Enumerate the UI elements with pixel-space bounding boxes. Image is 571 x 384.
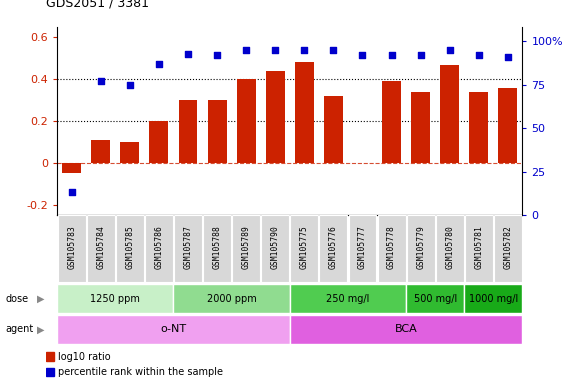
Text: 250 mg/l: 250 mg/l [326, 293, 369, 304]
Bar [58, 215, 86, 282]
Bar [237, 79, 256, 163]
Bar [203, 215, 231, 282]
Point [271, 47, 280, 53]
Bar [232, 215, 260, 282]
Text: GSM105783: GSM105783 [67, 225, 76, 269]
Bar [382, 81, 401, 163]
Point [154, 61, 163, 67]
Bar [324, 96, 343, 163]
Point [242, 47, 251, 53]
Text: BCA: BCA [395, 324, 417, 334]
Point [416, 52, 425, 58]
Bar [174, 284, 289, 313]
Bar [46, 352, 54, 361]
Text: GSM105784: GSM105784 [96, 225, 105, 269]
Bar [62, 163, 81, 173]
Bar [436, 215, 464, 282]
Bar [411, 92, 430, 163]
Bar [289, 284, 406, 313]
Text: agent: agent [6, 324, 34, 334]
Text: GSM105778: GSM105778 [387, 225, 396, 269]
Text: 1250 ppm: 1250 ppm [90, 293, 140, 304]
Bar [46, 367, 54, 376]
Bar [465, 215, 493, 282]
Bar [120, 142, 139, 163]
Text: 500 mg/l: 500 mg/l [413, 293, 457, 304]
Point [67, 189, 76, 195]
Point [475, 52, 484, 58]
Bar [295, 63, 314, 163]
Text: GSM105785: GSM105785 [125, 225, 134, 269]
Bar [87, 215, 115, 282]
Text: GSM105781: GSM105781 [475, 225, 483, 269]
Text: GDS2051 / 3381: GDS2051 / 3381 [46, 0, 148, 10]
Bar [91, 140, 110, 163]
Bar [145, 215, 173, 282]
Point [329, 47, 338, 53]
Text: GSM105787: GSM105787 [183, 225, 192, 269]
Point [183, 50, 192, 56]
Bar [289, 315, 522, 344]
Bar [262, 215, 289, 282]
Bar [174, 215, 202, 282]
Text: GSM105776: GSM105776 [329, 225, 338, 269]
Bar [266, 71, 285, 163]
Bar [406, 284, 464, 313]
Text: 1000 mg/l: 1000 mg/l [469, 293, 518, 304]
Text: GSM105782: GSM105782 [504, 225, 512, 269]
Point [358, 52, 367, 58]
Bar [116, 215, 144, 282]
Text: GSM105777: GSM105777 [358, 225, 367, 269]
Bar [150, 121, 168, 163]
Bar [464, 284, 522, 313]
Text: GSM105779: GSM105779 [416, 225, 425, 269]
Text: GSM105780: GSM105780 [445, 225, 455, 269]
Point [445, 47, 455, 53]
Text: GSM105788: GSM105788 [212, 225, 222, 269]
Text: log10 ratio: log10 ratio [58, 351, 111, 361]
Point [212, 52, 222, 58]
Bar [498, 88, 517, 163]
Bar [440, 65, 459, 163]
Text: ▶: ▶ [37, 324, 45, 334]
Text: 2000 ppm: 2000 ppm [207, 293, 256, 304]
Point [504, 54, 513, 60]
Bar [494, 215, 522, 282]
Point [300, 47, 309, 53]
Text: GSM105775: GSM105775 [300, 225, 309, 269]
Bar [407, 215, 435, 282]
Bar [377, 215, 405, 282]
Point [96, 78, 105, 84]
Point [387, 52, 396, 58]
Bar [319, 215, 347, 282]
Text: ▶: ▶ [37, 293, 45, 304]
Bar [57, 315, 289, 344]
Text: GSM105790: GSM105790 [271, 225, 280, 269]
Bar [208, 100, 227, 163]
Bar [57, 284, 174, 313]
Text: GSM105789: GSM105789 [242, 225, 251, 269]
Text: o-NT: o-NT [160, 324, 187, 334]
Bar [291, 215, 318, 282]
Bar [348, 215, 376, 282]
Point [125, 82, 134, 88]
Bar [469, 92, 488, 163]
Text: percentile rank within the sample: percentile rank within the sample [58, 367, 223, 377]
Text: GSM105786: GSM105786 [154, 225, 163, 269]
Bar [179, 100, 198, 163]
Text: dose: dose [6, 293, 29, 304]
